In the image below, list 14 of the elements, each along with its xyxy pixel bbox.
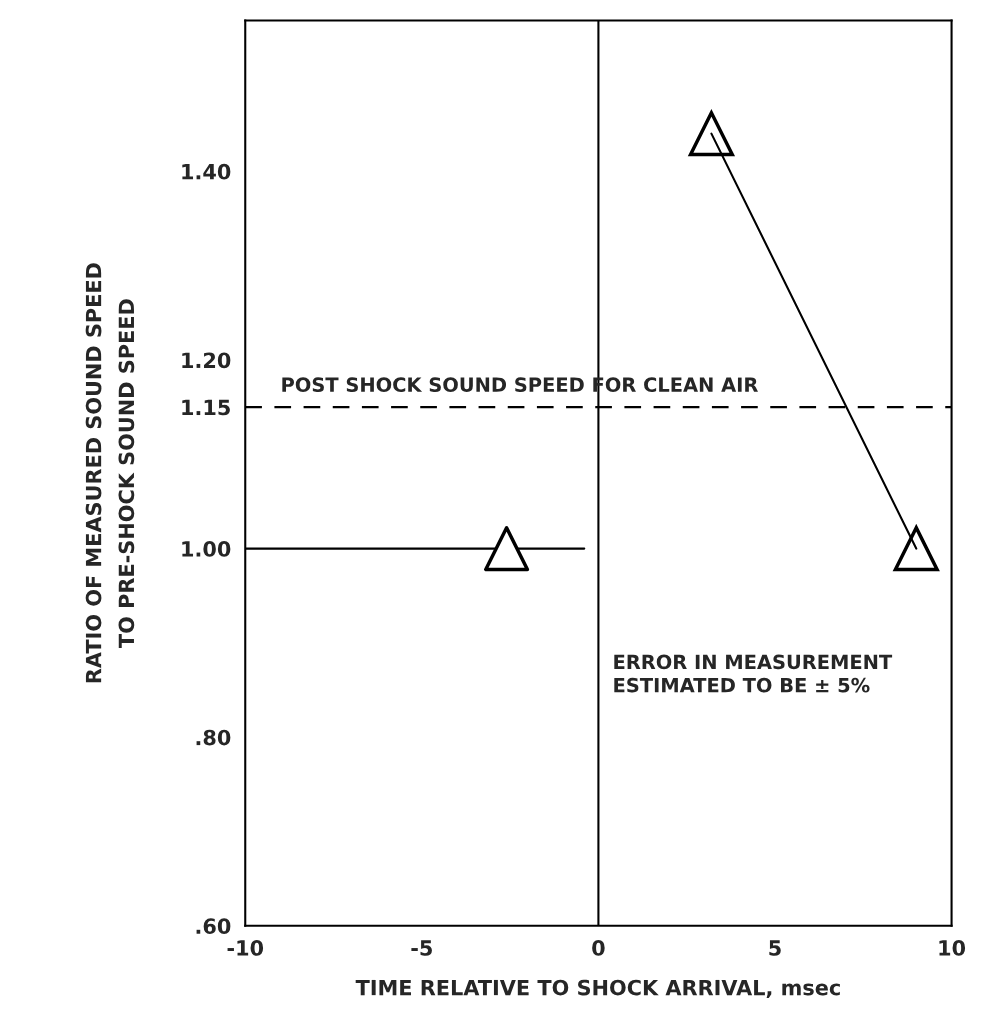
x-tick-label: -10 — [227, 940, 264, 956]
y-tick-label: .80 — [196, 729, 231, 746]
annotation: ERROR IN MEASUREMENT ESTIMATED TO BE ± 5% — [614, 654, 893, 693]
y-axis-title: RATIO OF MEASURED SOUND SPEED TO PRE-SHOCK SOUND SPEED — [85, 263, 135, 683]
y-tick-label: 1.20 — [182, 352, 231, 369]
x-tick-label: 10 — [939, 940, 966, 956]
y-tick-label: 1.15 — [182, 399, 230, 416]
x-tick-label: 0 — [592, 940, 605, 956]
y-tick-label: .60 — [196, 918, 231, 935]
x-tick-label: 5 — [769, 940, 781, 956]
y-tick-label: 1.00 — [182, 541, 231, 557]
x-tick-label: -5 — [411, 940, 432, 956]
x-axis-title: TIME RELATIVE TO SHOCK ARRIVAL, msec — [355, 979, 840, 999]
y-tick-label: 1.40 — [182, 163, 231, 180]
